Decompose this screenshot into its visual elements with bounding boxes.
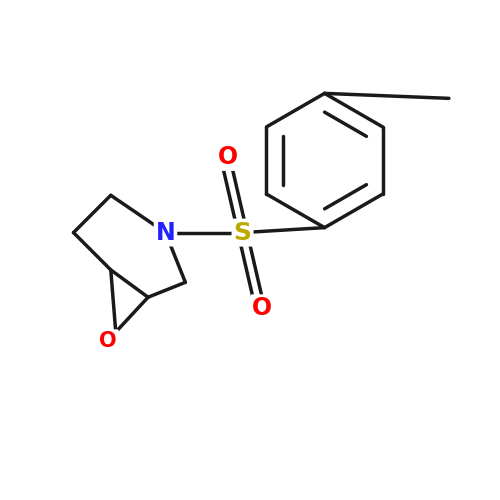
Text: O: O [218,145,238,169]
Text: O: O [100,331,117,351]
Text: S: S [234,220,252,244]
Text: N: N [156,220,176,244]
Text: O: O [252,296,272,320]
